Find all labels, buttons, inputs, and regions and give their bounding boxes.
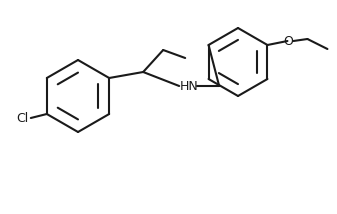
Text: Cl: Cl bbox=[17, 111, 29, 125]
Text: HN: HN bbox=[180, 79, 199, 92]
Text: O: O bbox=[283, 34, 294, 48]
